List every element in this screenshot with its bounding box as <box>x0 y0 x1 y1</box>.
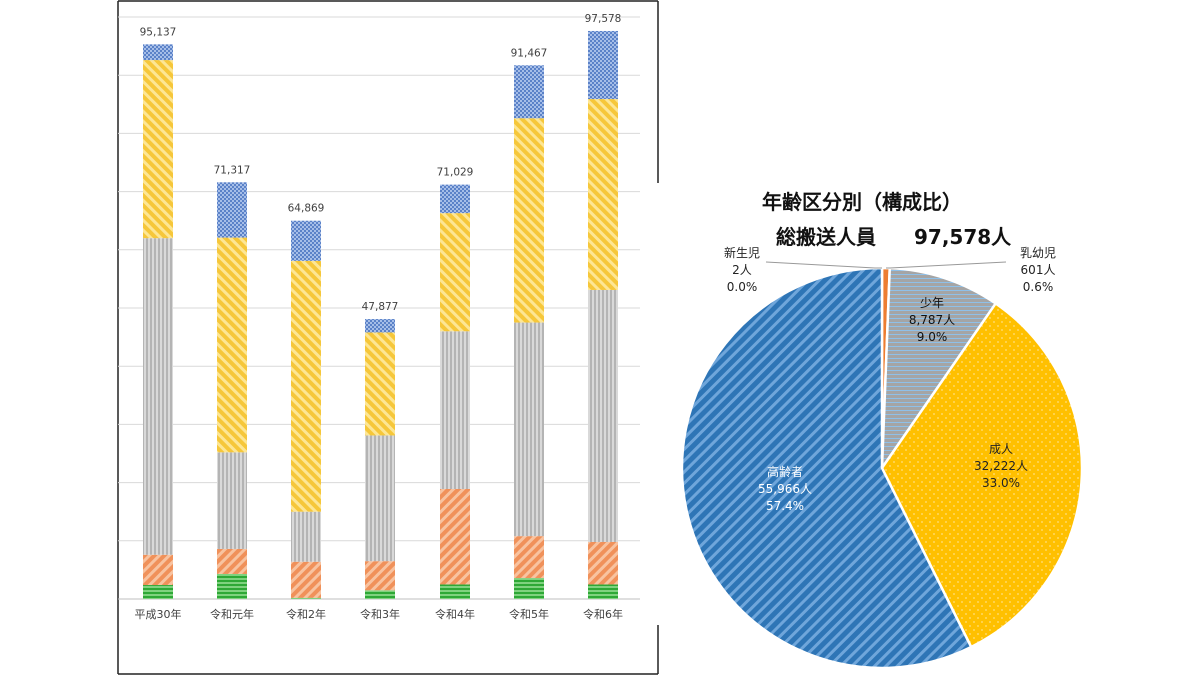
pie-subtitle-value: 97,578人 <box>914 225 1012 249</box>
bar-segment-s2 <box>588 541 618 585</box>
category-label: 令和2年 <box>286 607 326 621</box>
bar-segment-s4 <box>588 99 618 290</box>
pie-slice-adult <box>880 301 1084 649</box>
bar-segment-s1 <box>365 590 395 599</box>
slice-name: 乳幼児 <box>1019 246 1056 260</box>
category-label: 令和6年 <box>583 607 623 621</box>
bar-segment-s3 <box>588 289 618 542</box>
leader-lines <box>765 261 1007 269</box>
bar-segment-s5 <box>440 184 470 214</box>
bar-segment-s4 <box>143 60 173 239</box>
total-label: 95,137 <box>140 26 177 38</box>
pie-slice-youth <box>880 266 998 473</box>
category-label: 平成30年 <box>135 607 182 621</box>
leader-line-infant <box>886 261 1007 269</box>
slice-value: 55,966人 <box>758 482 812 496</box>
bar-segment-s2 <box>291 561 321 598</box>
bar-segment-s3 <box>217 452 247 549</box>
category-label: 令和5年 <box>509 607 549 621</box>
slice-value: 2人 <box>732 263 752 277</box>
bar-segment-s4 <box>514 118 544 323</box>
bar-segment-s2 <box>217 548 247 574</box>
slice-name: 高齢者 <box>766 465 803 479</box>
bars <box>143 30 618 599</box>
slice-value: 601人 <box>1020 263 1056 277</box>
slice-pct: 9.0% <box>916 330 948 344</box>
bar-segment-s5 <box>588 30 618 100</box>
total-label: 64,869 <box>288 203 325 215</box>
pie-title-text: 年齢区分別（構成比） <box>762 190 962 214</box>
total-labels: 95,137 71,317 64,869 47,877 71,029 91,467 97,5… <box>140 13 622 313</box>
bar-segment-s4 <box>291 260 321 512</box>
bar-segment-s1 <box>143 585 173 599</box>
bar-segment-s2 <box>514 536 544 579</box>
category-label: 令和3年 <box>360 607 400 621</box>
slice-label-elderly: 高齢者 55,966人 57.4% <box>740 464 830 515</box>
bar-segment-s1 <box>588 584 618 599</box>
slice-pct: 57.4% <box>765 499 805 513</box>
slice-label-newborn: 新生児 2人 0.0% <box>712 245 772 296</box>
slice-pct: 0.0% <box>726 280 758 294</box>
bar-segment-s3 <box>514 322 544 537</box>
pie-subtitle-label: 総搬送人員 <box>776 225 876 249</box>
bar-segment-s5 <box>514 65 544 119</box>
bar-segment-s1 <box>440 584 470 599</box>
total-label: 71,317 <box>214 164 251 176</box>
total-label: 97,578 <box>585 13 622 25</box>
bar-segment-s2 <box>365 561 395 591</box>
slice-name: 少年 <box>919 296 944 310</box>
slice-label-infant: 乳幼児 601人 0.6% <box>1003 245 1073 296</box>
bar-segment-s1 <box>217 573 247 599</box>
bar-segment-s5 <box>291 220 321 261</box>
category-label: 令和元年 <box>210 607 254 621</box>
bar-segment-s3 <box>365 435 395 562</box>
slice-name: 成人 <box>988 442 1013 456</box>
slice-label-youth: 少年 8,787人 9.0% <box>892 295 972 346</box>
pie-slice-elderly <box>680 266 973 670</box>
slice-pct: 0.6% <box>1022 280 1054 294</box>
slice-name: 新生児 <box>723 246 760 260</box>
total-label: 91,467 <box>511 47 548 59</box>
slice-pct: 33.0% <box>981 476 1021 490</box>
bar-segment-s4 <box>217 237 247 453</box>
bar-segment-s4 <box>365 332 395 436</box>
bar-segment-s5 <box>217 182 247 238</box>
bar-segment-s5 <box>365 319 395 333</box>
bar-segment-s1 <box>291 597 321 599</box>
total-label: 71,029 <box>437 167 474 179</box>
bar-segment-s2 <box>143 554 173 586</box>
category-label: 令和4年 <box>435 607 475 621</box>
slice-label-adult: 成人 32,222人 33.0% <box>956 441 1046 492</box>
bar-segment-s4 <box>440 213 470 332</box>
slice-value: 8,787人 <box>908 313 956 327</box>
category-labels: 平成30年 令和元年 令和2年 令和3年 令和4年 令和5年 令和6年 <box>135 607 624 621</box>
bar-segment-s5 <box>143 44 173 61</box>
total-label: 47,877 <box>362 301 399 313</box>
bar-segment-s3 <box>143 238 173 555</box>
bar-segment-s3 <box>291 511 321 562</box>
bar-segment-s2 <box>440 489 470 585</box>
bar-segment-s3 <box>440 331 470 490</box>
slice-value: 32,222人 <box>974 459 1028 473</box>
bar-segment-s1 <box>514 578 544 599</box>
leader-line-newborn <box>765 261 882 269</box>
pie-chart <box>680 266 1084 670</box>
